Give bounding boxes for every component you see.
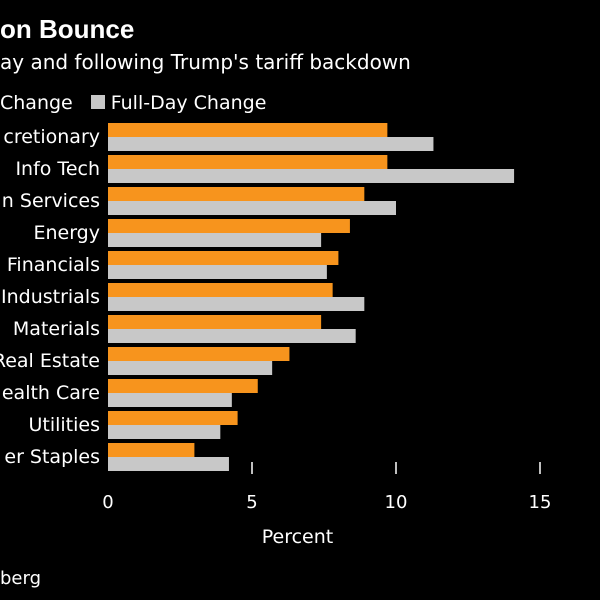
category-label-utilities: Utilities	[28, 414, 100, 436]
bar-change-n-services	[108, 187, 365, 201]
x-tick-label-10: 10	[385, 492, 408, 513]
x-tick-label-5: 5	[246, 492, 257, 513]
category-label-info-tech: Info Tech	[15, 158, 100, 180]
bar-change-er-staples	[108, 443, 195, 457]
category-label-materials: Materials	[13, 318, 100, 340]
chart-title: on Bounce	[0, 14, 135, 44]
category-label-ealth-care: ealth Care	[2, 382, 100, 404]
bar-full-day-change-real-estate	[108, 361, 273, 375]
x-tick-label-0: 0	[102, 492, 113, 513]
category-label-cretionary: cretionary	[3, 126, 100, 148]
bar-full-day-change-er-staples	[108, 457, 229, 471]
bar-full-day-change-energy	[108, 233, 322, 247]
x-axis-label: Percent	[261, 526, 334, 548]
bar-full-day-change-n-services	[108, 201, 396, 215]
category-label-n-services: n Services	[2, 190, 100, 212]
bar-change-ealth-care	[108, 379, 258, 393]
bar-change-financials	[108, 251, 339, 265]
category-label-er-staples: er Staples	[4, 446, 100, 468]
chart-subtitle: ay and following Trump's tariff backdown	[0, 50, 411, 74]
bar-full-day-change-info-tech	[108, 169, 515, 183]
category-label-industrials: Industrials	[1, 286, 100, 308]
source-note: berg	[0, 568, 42, 589]
bar-change-industrials	[108, 283, 333, 297]
legend-label-change: Change	[0, 92, 73, 114]
category-label-financials: Financials	[7, 254, 100, 276]
category-label-energy: Energy	[33, 222, 100, 244]
category-label-real-estate: Real Estate	[0, 350, 100, 372]
legend-swatch-full-day-change	[90, 95, 105, 109]
bar-full-day-change-financials	[108, 265, 327, 279]
bar-full-day-change-utilities	[108, 425, 221, 439]
bar-full-day-change-industrials	[108, 297, 365, 311]
x-tick-label-15: 15	[529, 492, 552, 513]
legend-entry-change: Change	[0, 92, 73, 114]
bar-full-day-change-materials	[108, 329, 356, 343]
bar-change-materials	[108, 315, 322, 329]
bar-change-utilities	[108, 411, 238, 425]
legend-label-full-day-change: Full-Day Change	[110, 92, 267, 114]
bar-change-energy	[108, 219, 350, 233]
bar-full-day-change-ealth-care	[108, 393, 232, 407]
bar-full-day-change-cretionary	[108, 137, 434, 151]
legend: Change Full-Day Change	[0, 92, 266, 114]
bar-change-info-tech	[108, 155, 388, 169]
bar-change-cretionary	[108, 123, 388, 137]
bar-change-real-estate	[108, 347, 290, 361]
